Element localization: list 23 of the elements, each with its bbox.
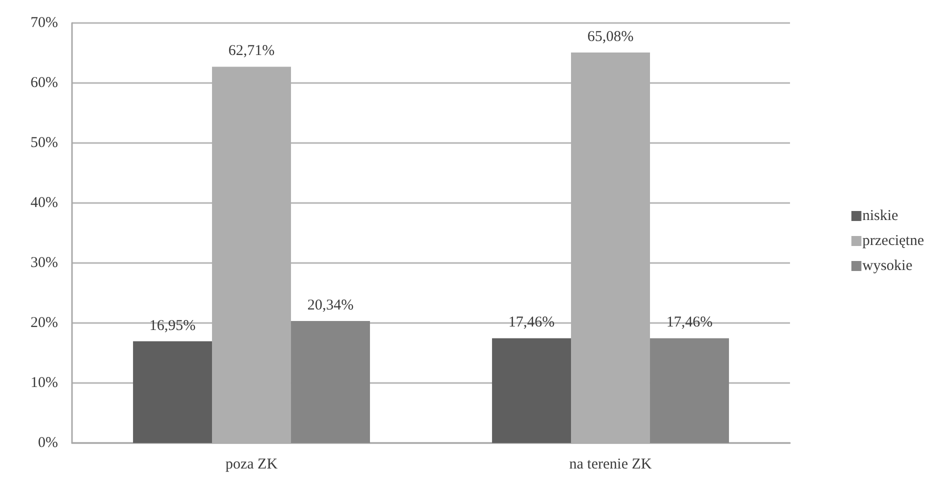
- bar: [133, 341, 212, 443]
- legend-label: przeciętne: [862, 233, 924, 249]
- data-label: 65,08%: [587, 29, 634, 46]
- x-tick-label: na terenie ZK: [569, 456, 652, 472]
- y-tick-label: 50%: [30, 135, 58, 151]
- y-tick-label: 10%: [30, 375, 58, 391]
- data-label: 17,46%: [666, 314, 713, 331]
- data-label: 62,71%: [228, 43, 275, 60]
- bar: [492, 338, 572, 443]
- y-tick-label: 40%: [30, 195, 58, 211]
- data-label: 17,46%: [508, 314, 555, 331]
- y-tick-label: 70%: [30, 15, 58, 31]
- y-tick-label: 60%: [30, 75, 58, 91]
- bar: [290, 320, 370, 443]
- y-tick-label: 0%: [38, 435, 58, 451]
- legend-label: wysokie: [862, 258, 913, 274]
- data-label: 16,95%: [149, 318, 196, 334]
- x-tick-label: poza ZK: [225, 456, 278, 472]
- y-tick-label: 20%: [30, 315, 58, 331]
- data-label: 20,34%: [307, 297, 354, 314]
- bar: [650, 338, 729, 443]
- y-tick-label: 30%: [30, 255, 58, 271]
- legend-label: niskie: [862, 208, 899, 224]
